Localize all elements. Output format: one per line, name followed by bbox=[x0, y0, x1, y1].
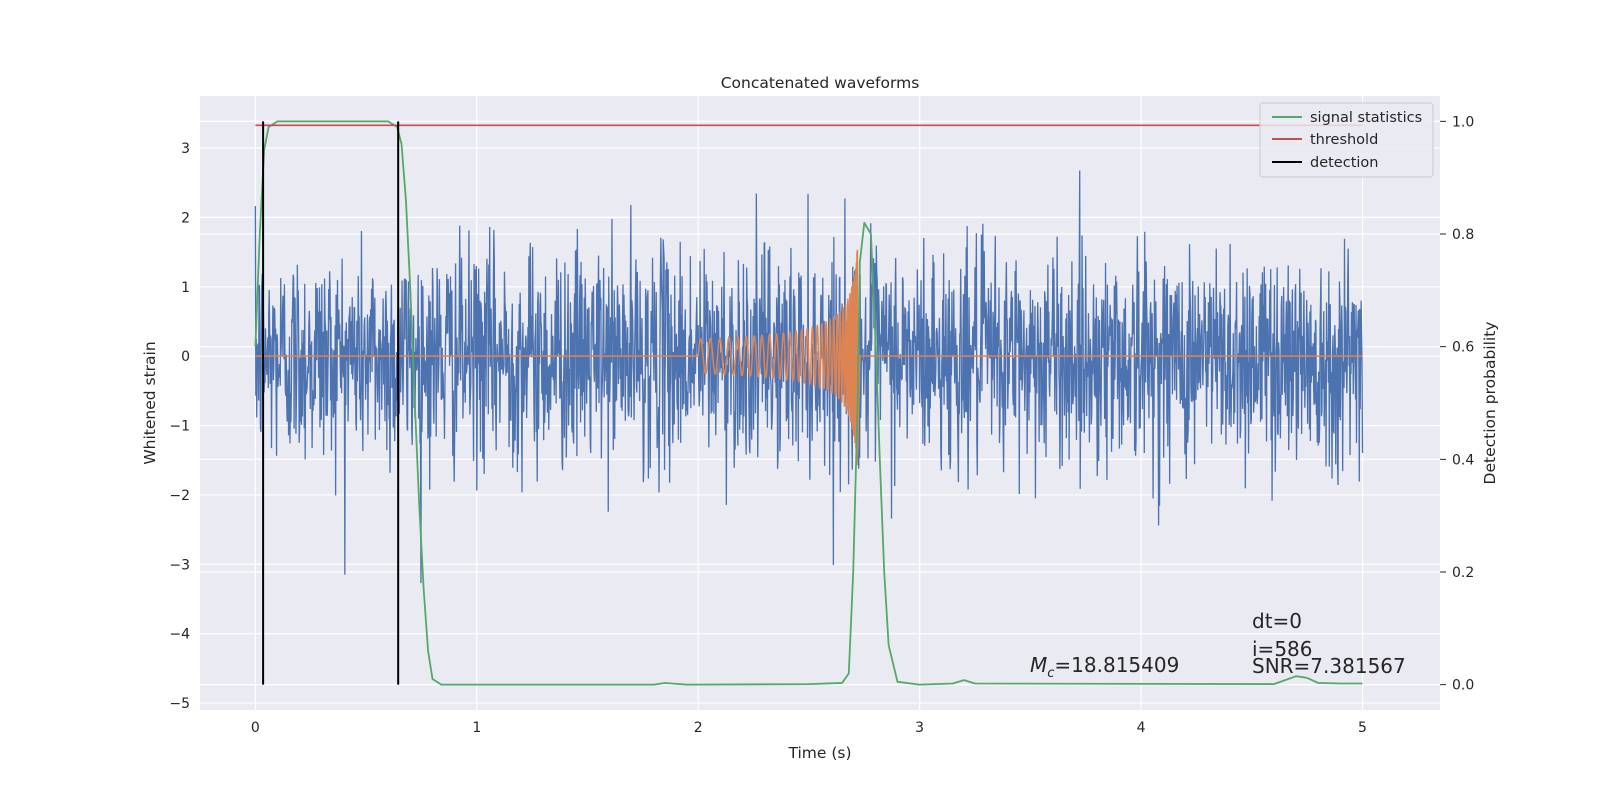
signal-statistics-series bbox=[254, 120, 1363, 686]
i-annotation: i=586 bbox=[1252, 637, 1313, 661]
y-tick-label: 0 bbox=[181, 349, 190, 365]
chirp-series bbox=[255, 249, 1363, 466]
mc-annotation: Mc=18.815409 bbox=[1030, 653, 1179, 681]
signal-statistics-line bbox=[254, 120, 1363, 686]
x-axis-label: Time (s) bbox=[787, 744, 851, 762]
x-tick-label: 0 bbox=[251, 720, 260, 736]
mc-subscript: c bbox=[1047, 666, 1054, 681]
y-right-tick-label: 0.0 bbox=[1452, 678, 1474, 694]
y-tick-label: 2 bbox=[181, 210, 190, 226]
legend-box bbox=[1259, 102, 1434, 178]
y-right-tick-label: 0.2 bbox=[1452, 565, 1474, 581]
legend: signal statistics threshold detection bbox=[1259, 102, 1434, 178]
y-tick-label: −1 bbox=[169, 419, 190, 435]
y-tick-label: −4 bbox=[169, 627, 190, 643]
x-tick-label: 3 bbox=[915, 720, 924, 736]
y-right-tick-label: 0.6 bbox=[1452, 340, 1474, 356]
y-tick-label: 3 bbox=[181, 141, 190, 157]
annotations: Mc=18.815409 dt=0 i=586 SNR=7.381567 bbox=[1030, 609, 1406, 681]
legend-label-detection: detection bbox=[1310, 155, 1378, 171]
legend-label-signal-statistics: signal statistics bbox=[1310, 110, 1422, 126]
snr-annotation: SNR=7.381567 bbox=[1252, 654, 1406, 678]
chirp-line bbox=[255, 249, 1363, 466]
y-tick-label: −5 bbox=[169, 696, 190, 712]
ticks: 0 1 2 3 4 5 3 2 1 0 −1 −2 −3 −4 −5 1.0 0.8 0.6 0.4 0.2 0.0 bbox=[169, 114, 1474, 736]
y-axis-right-label: Detection probability bbox=[1481, 322, 1499, 485]
mc-symbol: M bbox=[1030, 653, 1047, 677]
y-tick-label: −3 bbox=[169, 557, 190, 573]
mc-value: =18.815409 bbox=[1054, 653, 1179, 677]
detection-series bbox=[262, 121, 400, 685]
y-tick-label: 1 bbox=[181, 280, 190, 296]
x-tick-label: 1 bbox=[472, 720, 481, 736]
chart-title: Concatenated waveforms bbox=[721, 74, 920, 92]
y-right-tick-label: 1.0 bbox=[1452, 114, 1474, 130]
legend-label-threshold: threshold bbox=[1310, 132, 1378, 148]
y-right-tick-label: 0.4 bbox=[1452, 452, 1474, 468]
x-tick-label: 4 bbox=[1137, 720, 1146, 736]
x-tick-label: 2 bbox=[694, 720, 703, 736]
dt-annotation: dt=0 bbox=[1252, 609, 1302, 633]
y-right-tick-label: 0.8 bbox=[1452, 227, 1474, 243]
y-tick-label: −2 bbox=[169, 488, 190, 504]
x-tick-label: 5 bbox=[1358, 720, 1367, 736]
y-axis-label: Whitened strain bbox=[141, 341, 159, 464]
